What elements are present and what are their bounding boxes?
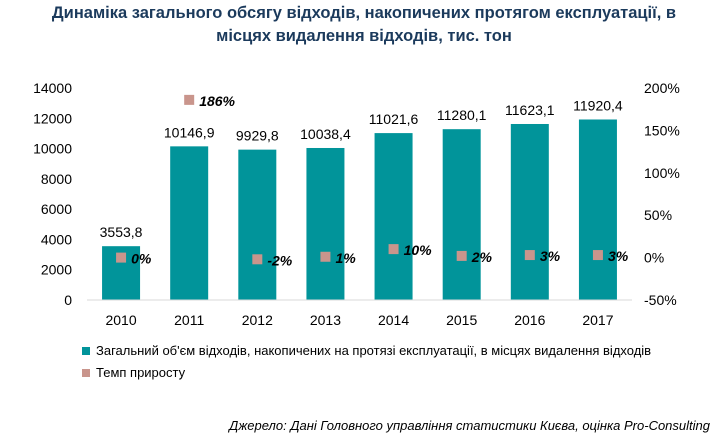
y-left-tick-label: 6000 <box>41 201 72 217</box>
growth-data-label: 3% <box>608 248 629 264</box>
legend-label-bars: Загальний об'єм відходів, накопичених на… <box>96 343 652 358</box>
growth-point <box>184 94 195 105</box>
x-tick-label: 2016 <box>514 312 545 328</box>
legend-item-points: Темп приросту <box>82 365 682 381</box>
growth-point <box>320 251 331 262</box>
growth-data-label: 0% <box>131 251 152 267</box>
y-right-tick-label: -50% <box>644 292 677 308</box>
growth-point <box>116 252 127 263</box>
legend-swatch-points <box>82 369 90 377</box>
growth-data-label: 3% <box>540 248 561 264</box>
x-tick-label: 2017 <box>582 312 613 328</box>
x-tick-label: 2012 <box>242 312 273 328</box>
legend-item-bars: Загальний об'єм відходів, накопичених на… <box>82 343 682 359</box>
y-left-tick-label: 12000 <box>33 110 72 126</box>
growth-point <box>456 250 467 261</box>
bar-data-label: 11623,1 <box>505 102 555 118</box>
y-right-tick-label: 50% <box>644 207 672 223</box>
x-tick-label: 2013 <box>310 312 341 328</box>
bar-data-label: 3553,8 <box>100 224 143 240</box>
bar <box>170 146 209 300</box>
y-right-tick-label: 0% <box>644 250 664 266</box>
y-right-tick-label: 200% <box>644 80 680 96</box>
growth-point <box>524 250 535 261</box>
growth-data-label: 2% <box>471 249 493 265</box>
y-left-tick-label: 10000 <box>33 141 72 157</box>
growth-data-label: 10% <box>404 242 433 258</box>
x-tick-label: 2015 <box>446 312 477 328</box>
x-tick-label: 2014 <box>378 312 409 328</box>
y-left-tick-label: 2000 <box>41 262 72 278</box>
bar-data-label: 11021,6 <box>369 111 419 127</box>
y-left-tick-label: 0 <box>64 292 72 308</box>
bar-data-label: 10038,4 <box>300 126 351 142</box>
bar-data-label: 11280,1 <box>437 107 487 123</box>
source-note: Джерело: Дані Головного управління стати… <box>229 418 710 433</box>
bar <box>578 119 617 300</box>
y-right-tick-label: 150% <box>644 122 680 138</box>
growth-data-label: 186% <box>199 93 235 109</box>
chart-legend: Загальний об'єм відходів, накопичених на… <box>82 343 682 387</box>
growth-point <box>592 250 603 261</box>
y-left-tick-label: 8000 <box>41 171 72 187</box>
legend-swatch-bars <box>82 347 90 355</box>
growth-data-label: 1% <box>335 250 356 266</box>
bar <box>306 147 345 300</box>
x-tick-label: 2011 <box>174 312 204 328</box>
bar-data-label: 9929,8 <box>236 128 279 144</box>
growth-data-label: -2% <box>267 252 292 268</box>
growth-point <box>388 244 399 255</box>
bar <box>374 133 413 300</box>
y-left-tick-label: 14000 <box>33 80 72 96</box>
bar <box>442 129 481 300</box>
growth-point <box>252 254 263 265</box>
y-left-tick-label: 4000 <box>41 231 72 247</box>
legend-label-points: Темп приросту <box>96 365 186 380</box>
bar <box>510 123 549 300</box>
chart-plot: 0 2000 4000 6000 8000 10000 12000 14000 -50% 0% 50… <box>33 80 680 328</box>
chart-title-line1: Динаміка загального обсягу відходів, нак… <box>51 4 677 22</box>
bar-data-label: 11920,4 <box>573 97 623 113</box>
bar-data-label: 10146,9 <box>164 124 215 140</box>
bar <box>238 149 277 300</box>
chart-title-line2: місцях видалення відходів, тис. тон <box>216 27 512 45</box>
y-right-tick-label: 100% <box>644 165 680 181</box>
chart-title: Динаміка загального обсягу відходів, нак… <box>0 2 728 48</box>
x-tick-label: 2010 <box>105 312 136 328</box>
